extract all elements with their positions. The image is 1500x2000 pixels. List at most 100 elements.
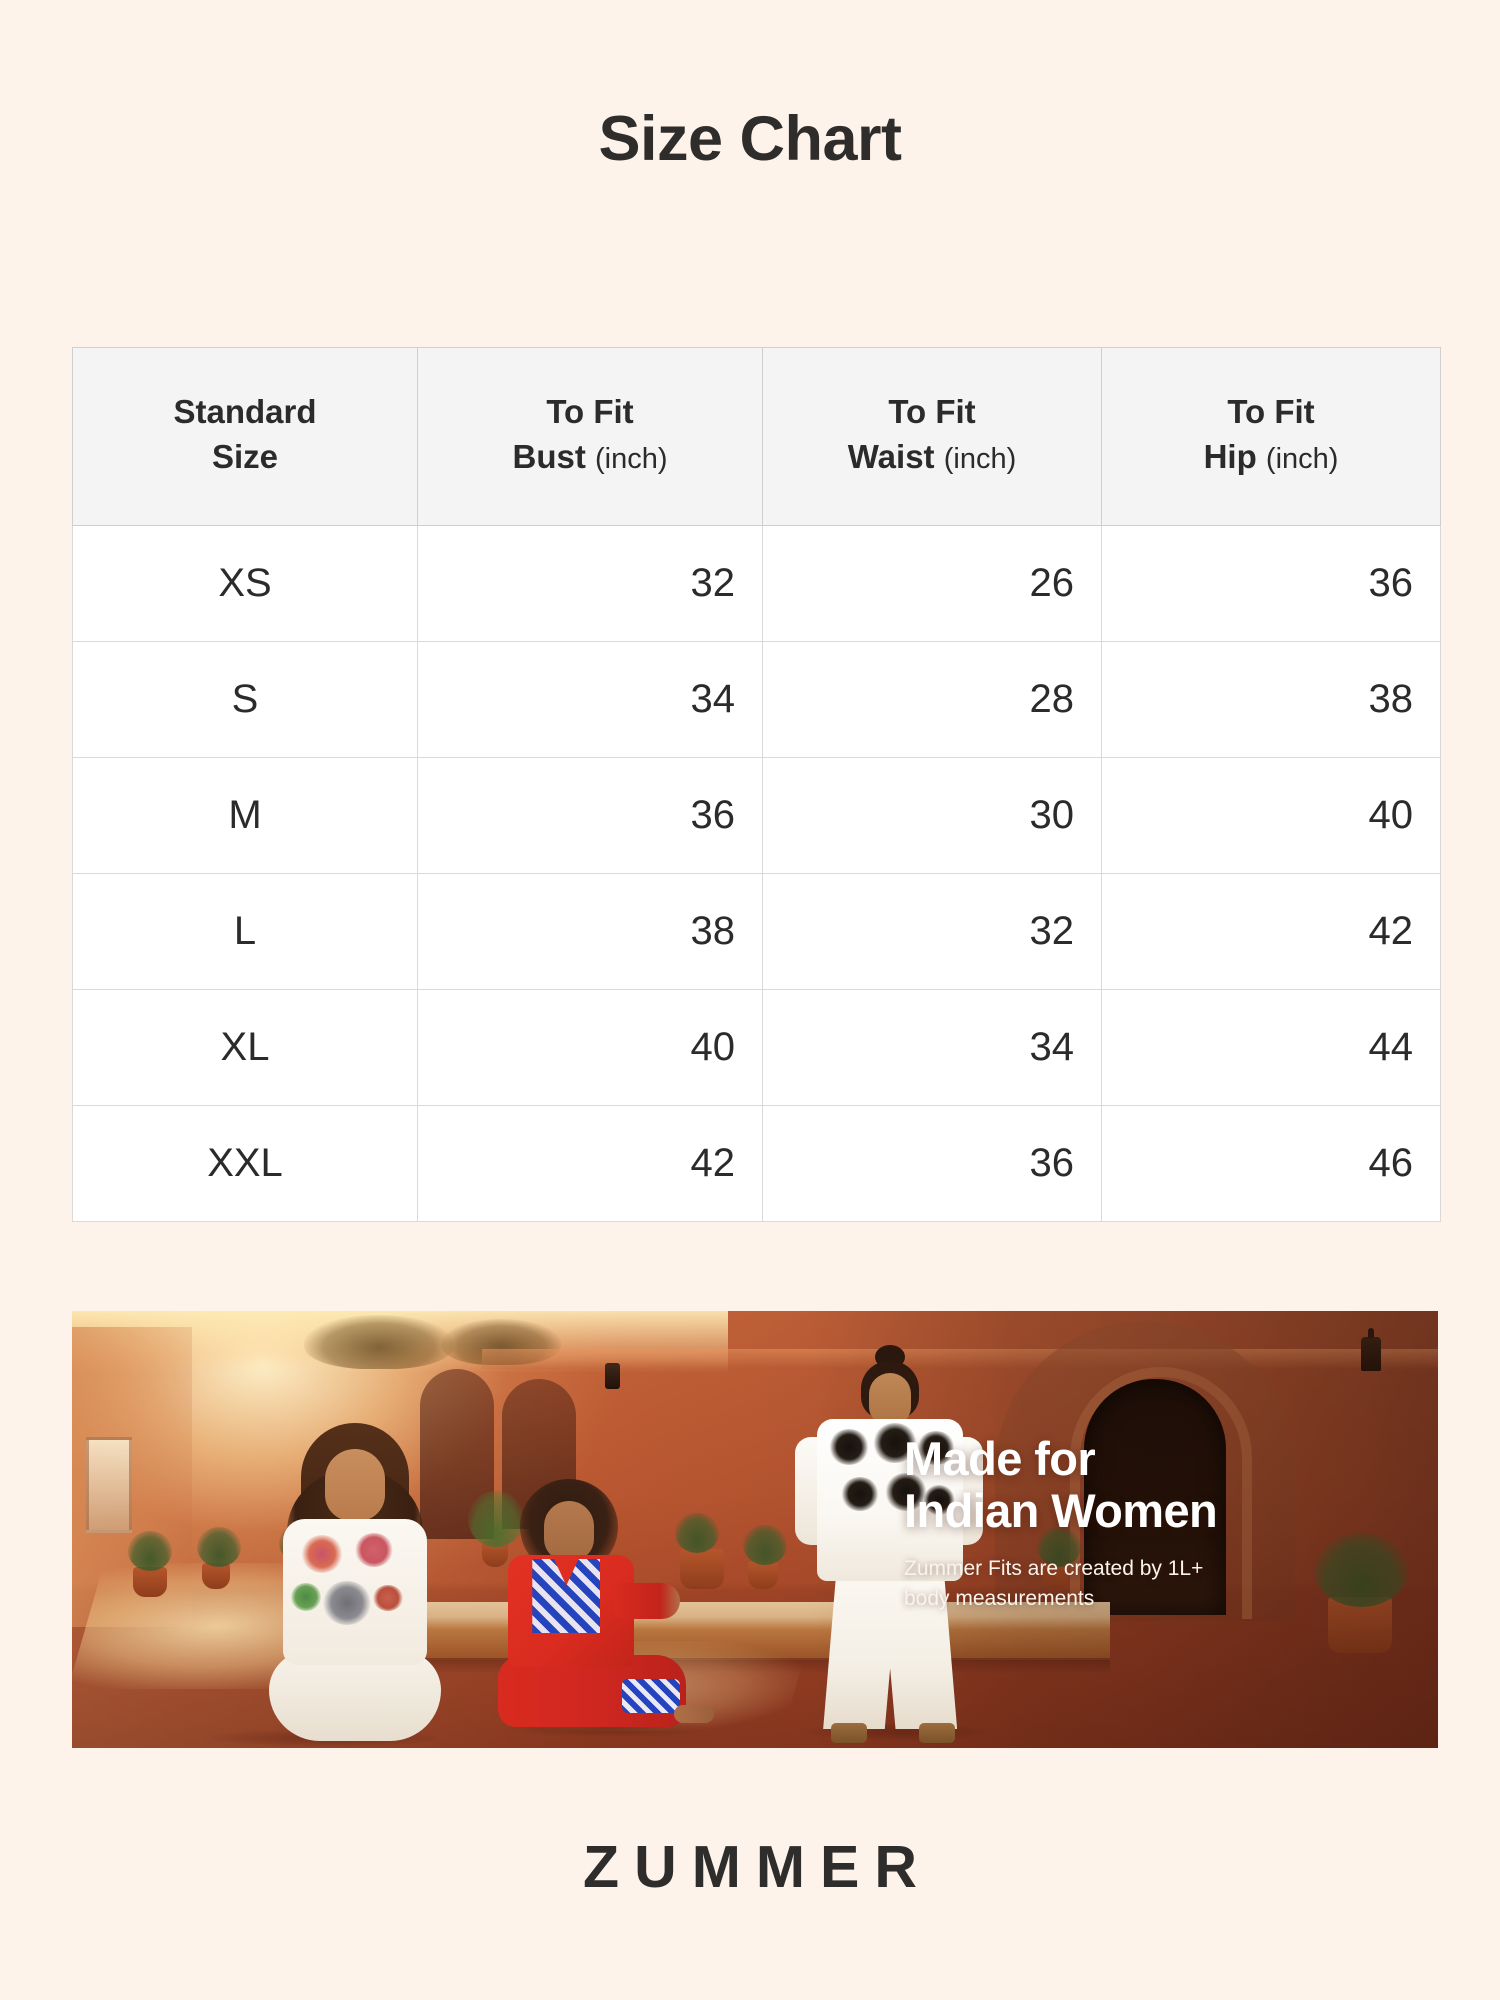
model-foot	[674, 1705, 715, 1723]
cell-bust: 40	[417, 989, 763, 1106]
model-seated-on-ledge	[498, 1479, 715, 1748]
tree-canopy	[304, 1315, 455, 1369]
floral-embroidery	[373, 1585, 404, 1611]
floral-embroidery	[841, 1477, 880, 1511]
potted-plant	[1313, 1533, 1408, 1653]
potted-plant	[196, 1527, 241, 1589]
cell-bust: 38	[417, 873, 763, 990]
page-title: Size Chart	[598, 104, 902, 174]
table-row: XXL 42 36 46	[72, 1105, 1441, 1222]
promo-banner: Made for Indian Women Zummer Fits are cr…	[72, 1311, 1438, 1748]
column-header-unit: (inch)	[595, 442, 668, 475]
column-header-unit: (inch)	[943, 442, 1017, 475]
banner-subtext-line1: Zummer Fits are created by 1L+	[904, 1557, 1204, 1581]
cell-size: XXL	[72, 1105, 418, 1222]
column-header-line2: Size	[211, 437, 279, 475]
lantern-icon	[1360, 1328, 1381, 1371]
floral-embroidery	[355, 1533, 394, 1567]
model-shoe	[919, 1723, 956, 1743]
table-row: XS 32 26 36	[72, 525, 1441, 642]
cell-hip: 46	[1101, 1105, 1441, 1222]
floral-embroidery	[829, 1429, 870, 1465]
model-standing	[789, 1345, 989, 1745]
cell-waist: 30	[762, 757, 1102, 874]
size-chart-table: Standard Size To Fit Bust (inch) To Fit …	[72, 347, 1441, 1222]
floral-embroidery	[291, 1583, 322, 1611]
cell-bust: 42	[417, 1105, 763, 1222]
column-header-line2: Bust	[512, 437, 586, 475]
cell-bust: 36	[417, 757, 763, 874]
cell-hip: 42	[1101, 873, 1441, 990]
table-header-row: Standard Size To Fit Bust (inch) To Fit …	[72, 347, 1441, 526]
door-frame	[1070, 1367, 1253, 1619]
cell-size: L	[72, 873, 418, 990]
floral-embroidery	[917, 1431, 956, 1465]
column-header-line1: To Fit	[888, 393, 976, 431]
banner-headline-line2: Indian Women	[904, 1483, 1218, 1537]
model-face	[544, 1501, 595, 1561]
banner-subtext-line2: body measurements	[904, 1587, 1095, 1611]
ikat-cuff	[622, 1679, 681, 1713]
column-header-hip: To Fit Hip (inch)	[1101, 347, 1441, 526]
potted-palm	[467, 1491, 524, 1567]
table-body: XS 32 26 36 S 34 28 38 M 36 30 40	[72, 525, 1441, 1222]
column-header-line1: To Fit	[1227, 393, 1315, 431]
floral-embroidery	[873, 1423, 918, 1463]
floral-embroidery	[301, 1535, 344, 1573]
banner-photo	[72, 1311, 1438, 1748]
window	[86, 1437, 132, 1533]
doorway	[1084, 1379, 1227, 1615]
brand-logo: ZUMMER	[583, 1834, 932, 1900]
column-header-line1: To Fit	[546, 393, 634, 431]
cell-size: XS	[72, 525, 418, 642]
floral-embroidery	[885, 1473, 928, 1511]
cell-bust: 32	[417, 525, 763, 642]
banner-subtext: Zummer Fits are created by 1L+ body meas…	[904, 1554, 1374, 1614]
cell-waist: 34	[762, 989, 1102, 1106]
cell-hip: 36	[1101, 525, 1441, 642]
table-row: S 34 28 38	[72, 641, 1441, 758]
lantern-icon	[604, 1363, 620, 1389]
stone-ledge	[345, 1602, 1111, 1660]
potted-plant	[743, 1525, 788, 1589]
cell-hip: 44	[1101, 989, 1441, 1106]
cell-hip: 40	[1101, 757, 1441, 874]
table-row: M 36 30 40	[72, 757, 1441, 874]
column-header-waist: To Fit Waist (inch)	[762, 347, 1102, 526]
cell-bust: 34	[417, 641, 763, 758]
model-face	[869, 1373, 912, 1425]
cell-size: M	[72, 757, 418, 874]
cell-size: S	[72, 641, 418, 758]
ikat-yoke	[532, 1559, 601, 1633]
table-row: XL 40 34 44	[72, 989, 1441, 1106]
model-arm	[614, 1583, 681, 1619]
table-row: L 38 32 42	[72, 873, 1441, 990]
cell-waist: 32	[762, 873, 1102, 990]
banner-copy: Made for Indian Women Zummer Fits are cr…	[904, 1433, 1374, 1614]
model-trousers	[269, 1651, 442, 1741]
banner-headline: Made for Indian Women	[904, 1433, 1374, 1536]
model-seated-cross-legged	[255, 1423, 455, 1748]
banner-headline-line1: Made for	[904, 1432, 1096, 1485]
size-chart-table-container: Standard Size To Fit Bust (inch) To Fit …	[72, 347, 1441, 1222]
column-header-standard-size: Standard Size	[72, 347, 418, 526]
floral-embroidery	[323, 1581, 372, 1625]
column-header-line1: Standard	[173, 393, 317, 431]
model-face	[325, 1449, 386, 1521]
column-header-line2: Hip	[1203, 437, 1257, 475]
potted-plant	[674, 1513, 724, 1589]
column-header-bust: To Fit Bust (inch)	[417, 347, 763, 526]
column-header-unit: (inch)	[1265, 442, 1339, 475]
cell-waist: 28	[762, 641, 1102, 758]
table-header: Standard Size To Fit Bust (inch) To Fit …	[72, 347, 1441, 526]
model-shoe	[831, 1723, 868, 1743]
cell-waist: 36	[762, 1105, 1102, 1222]
floral-embroidery	[923, 1485, 956, 1515]
column-header-line2: Waist	[847, 437, 935, 475]
potted-plant	[1036, 1527, 1081, 1589]
cell-hip: 38	[1101, 641, 1441, 758]
potted-plant	[128, 1531, 173, 1597]
cell-waist: 26	[762, 525, 1102, 642]
cell-size: XL	[72, 989, 418, 1106]
